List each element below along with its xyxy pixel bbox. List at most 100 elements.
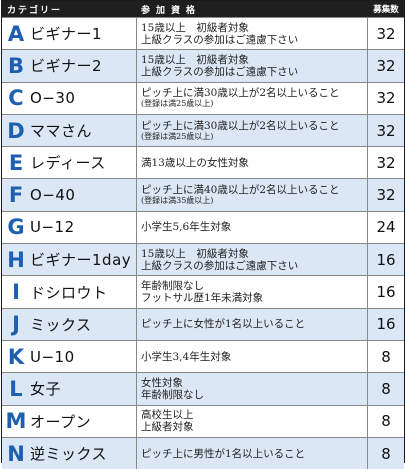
requirement-line-2: (登録は満25歳以上) xyxy=(141,99,214,109)
category-letter: L xyxy=(9,376,23,401)
category-letter: D xyxy=(7,118,25,143)
category-name: ビギナー1 xyxy=(30,25,103,44)
table-row: E レディース 満13歳以上の女性対象 32 xyxy=(2,146,404,179)
header-requirement: 参加資格 xyxy=(141,5,202,16)
table-row: K U−10 小学生3,4年生対象 8 xyxy=(2,339,404,373)
table-row: B ビギナー2 15歳以上 初級者対象 上級クラスの参加はご遠慮下さい 32 xyxy=(2,49,404,82)
table-row: M オープン 高校生以上 上級者対象 8 xyxy=(2,404,404,437)
table-body: A ビギナー1 15歳以上 初級者対象 上級クラスの参加はご遠慮下さい 32 B ビギナー2… xyxy=(2,17,404,469)
count-cell: 16 xyxy=(376,250,396,269)
requirement-cell: ピッチ上に満30歳以上が2名以上いること (登録は満25歳以上) xyxy=(137,82,368,114)
category-name: ミックス xyxy=(30,315,92,334)
category-name: オープン xyxy=(30,412,92,431)
count-cell: 8 xyxy=(381,379,391,398)
requirement-line-2: (登録は満25歳以上) xyxy=(141,131,214,141)
category-letter: A xyxy=(7,21,25,46)
category-letter: H xyxy=(7,247,25,272)
table-row: D ママさん ピッチ上に満30歳以上が2名以上いること (登録は満25歳以上) 32 xyxy=(2,113,404,147)
count-cell: 24 xyxy=(376,218,396,237)
category-cell: I ドシロウト xyxy=(2,276,137,308)
count-cell: 32 xyxy=(376,24,396,43)
category-cell: B ビギナー2 xyxy=(2,50,137,82)
table-row: N 逆ミックス ピッチ上に男性が1名以上いること 8 xyxy=(2,436,404,469)
requirement-line-2: 上級クラスの参加はご遠慮下さい xyxy=(141,259,299,272)
requirement-line-1: 満13歳以上の女性対象 xyxy=(141,156,249,169)
category-name: ドシロウト xyxy=(30,283,108,302)
requirement-cell: 小学生3,4年生対象 xyxy=(137,340,368,373)
category-cell: N 逆ミックス xyxy=(2,437,137,469)
requirement-line-1: 15歳以上 初級者対象 xyxy=(141,247,249,260)
requirement-cell: 小学生5,6年生対象 xyxy=(137,211,368,244)
requirement-line-2: 上級クラスの参加はご遠慮下さい xyxy=(141,65,299,78)
count-cell: 32 xyxy=(376,121,396,140)
category-letter: G xyxy=(7,215,25,240)
category-cell: L 女子 xyxy=(2,373,137,405)
count-cell: 32 xyxy=(376,89,396,108)
table-row: I ドシロウト 年齢制限なし フットサル歴1年未満対象 16 xyxy=(2,275,404,308)
category-cell: K U−10 xyxy=(2,340,137,373)
category-name: U−10 xyxy=(30,347,75,366)
requirement-line-1: 高校生以上 xyxy=(141,409,194,422)
table-header: カテゴリー 参加資格 募集数 xyxy=(2,1,404,17)
requirement-line-2: 年齢制限なし xyxy=(141,388,204,401)
category-name: ビギナー2 xyxy=(30,57,103,76)
table-row: H ビギナー1day 15歳以上 初級者対象 上級クラスの参加はご遠慮下さい 16 xyxy=(2,243,404,276)
category-letter: J xyxy=(12,312,20,337)
count-cell: 32 xyxy=(376,56,396,75)
requirement-cell: 高校生以上 上級者対象 xyxy=(137,405,368,437)
table-row: G U−12 小学生5,6年生対象 24 xyxy=(2,210,404,244)
table-row: C O−30 ピッチ上に満30歳以上が2名以上いること (登録は満25歳以上) 32 xyxy=(2,81,404,114)
count-cell: 16 xyxy=(376,315,396,334)
category-cell: J ミックス xyxy=(2,308,137,340)
category-cell: F O−40 xyxy=(2,179,137,211)
header-category: カテゴリー xyxy=(7,5,63,16)
category-cell: G U−12 xyxy=(2,211,137,244)
requirement-line-1: ピッチ上に満40歳以上が2名以上いること xyxy=(141,184,340,197)
requirement-cell: 15歳以上 初級者対象 上級クラスの参加はご遠慮下さい xyxy=(137,50,368,82)
category-cell: E レディース xyxy=(2,147,137,179)
table-row: A ビギナー1 15歳以上 初級者対象 上級クラスの参加はご遠慮下さい 32 xyxy=(2,17,404,50)
requirement-cell: ピッチ上に女性が1名以上いること xyxy=(137,308,368,340)
category-name: ママさん xyxy=(30,122,93,141)
requirement-line-2: 上級クラスの参加はご遠慮下さい xyxy=(141,33,299,46)
category-name: O−40 xyxy=(30,186,76,205)
requirement-cell: ピッチ上に満30歳以上が2名以上いること (登録は満25歳以上) xyxy=(137,114,368,147)
requirement-line-1: 15歳以上 初級者対象 xyxy=(141,21,249,34)
requirement-cell: 女性対象 年齢制限なし xyxy=(137,373,368,405)
requirement-cell: ピッチ上に男性が1名以上いること xyxy=(137,437,368,469)
category-letter: C xyxy=(8,86,24,111)
requirement-line-2: フットサル歴1年未満対象 xyxy=(141,292,264,305)
requirement-line-1: ピッチ上に女性が1名以上いること xyxy=(141,318,306,331)
category-name: 女子 xyxy=(30,380,62,399)
requirement-line-1: 小学生3,4年生対象 xyxy=(141,350,232,363)
category-letter: F xyxy=(8,183,24,208)
requirement-cell: 満13歳以上の女性対象 xyxy=(137,147,368,179)
category-cell: D ママさん xyxy=(2,114,137,147)
requirement-line-1: ピッチ上に満30歳以上が2名以上いること xyxy=(141,119,340,132)
requirement-line-1: ピッチ上に満30歳以上が2名以上いること xyxy=(141,87,340,100)
requirement-line-1: 女性対象 xyxy=(141,376,183,389)
category-cell: C O−30 xyxy=(2,82,137,114)
table-row: L 女子 女性対象 年齢制限なし 8 xyxy=(2,372,404,405)
category-name: ビギナー1day xyxy=(30,251,132,270)
count-cell: 8 xyxy=(381,444,391,463)
category-name: U−12 xyxy=(30,218,75,237)
category-letter: B xyxy=(7,53,24,78)
table-row: J ミックス ピッチ上に女性が1名以上いること 16 xyxy=(2,307,404,340)
table-row: F O−40 ピッチ上に満40歳以上が2名以上いること (登録は満35歳以上) 32 xyxy=(2,178,404,211)
requirement-cell: 15歳以上 初級者対象 上級クラスの参加はご遠慮下さい xyxy=(137,244,368,276)
requirement-line-1: 年齢制限なし xyxy=(141,280,204,293)
requirement-line-2: (登録は満35歳以上) xyxy=(141,196,214,206)
category-name: レディース xyxy=(30,154,106,173)
category-letter: K xyxy=(7,344,25,369)
requirement-line-1: 15歳以上 初級者対象 xyxy=(141,53,249,66)
category-letter: M xyxy=(5,409,27,434)
category-letter: E xyxy=(8,150,24,175)
count-cell: 8 xyxy=(381,347,391,366)
requirement-line-2: 上級者対象 xyxy=(141,421,194,434)
category-name: 逆ミックス xyxy=(30,445,108,463)
requirement-cell: 15歳以上 初級者対象 上級クラスの参加はご遠慮下さい xyxy=(137,18,368,50)
count-cell: 8 xyxy=(381,412,391,431)
category-cell: M オープン xyxy=(2,405,137,437)
count-cell: 32 xyxy=(376,186,396,205)
